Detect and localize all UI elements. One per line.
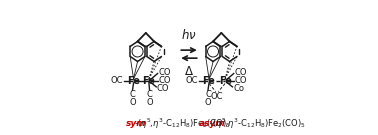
Text: CO: CO (158, 76, 171, 85)
Text: O: O (204, 98, 211, 107)
Text: OC: OC (110, 76, 122, 85)
Text: -($\eta^5$,$\eta^3$-C$_{12}$H$_8$)Fe$_2$(CO)$_5$: -($\eta^5$,$\eta^3$-C$_{12}$H$_8$)Fe$_2$… (133, 116, 231, 131)
Text: C: C (205, 90, 211, 99)
Text: CO: CO (157, 84, 169, 93)
Text: CO: CO (158, 68, 171, 77)
Text: sym: sym (125, 119, 146, 128)
Text: Fe: Fe (127, 76, 140, 86)
Text: OC: OC (186, 76, 198, 85)
Text: CO: CO (235, 76, 247, 85)
Text: Δ: Δ (185, 65, 193, 78)
Text: O: O (129, 98, 136, 107)
Text: -($\eta^5$,$\eta^3$-C$_{12}$H$_8$)Fe$_2$(CO)$_5$: -($\eta^5$,$\eta^3$-C$_{12}$H$_8$)Fe$_2$… (209, 116, 306, 131)
Text: Fe: Fe (218, 76, 231, 86)
Text: CO: CO (235, 68, 247, 77)
Text: $h\nu$: $h\nu$ (181, 28, 197, 42)
Text: Fe: Fe (143, 76, 155, 86)
Text: C: C (147, 90, 152, 99)
Text: C: C (130, 90, 135, 99)
Text: Fe: Fe (203, 76, 215, 86)
Text: OC: OC (211, 92, 223, 101)
Text: O: O (146, 98, 153, 107)
Text: asym: asym (199, 119, 226, 128)
Text: Co: Co (233, 84, 244, 93)
